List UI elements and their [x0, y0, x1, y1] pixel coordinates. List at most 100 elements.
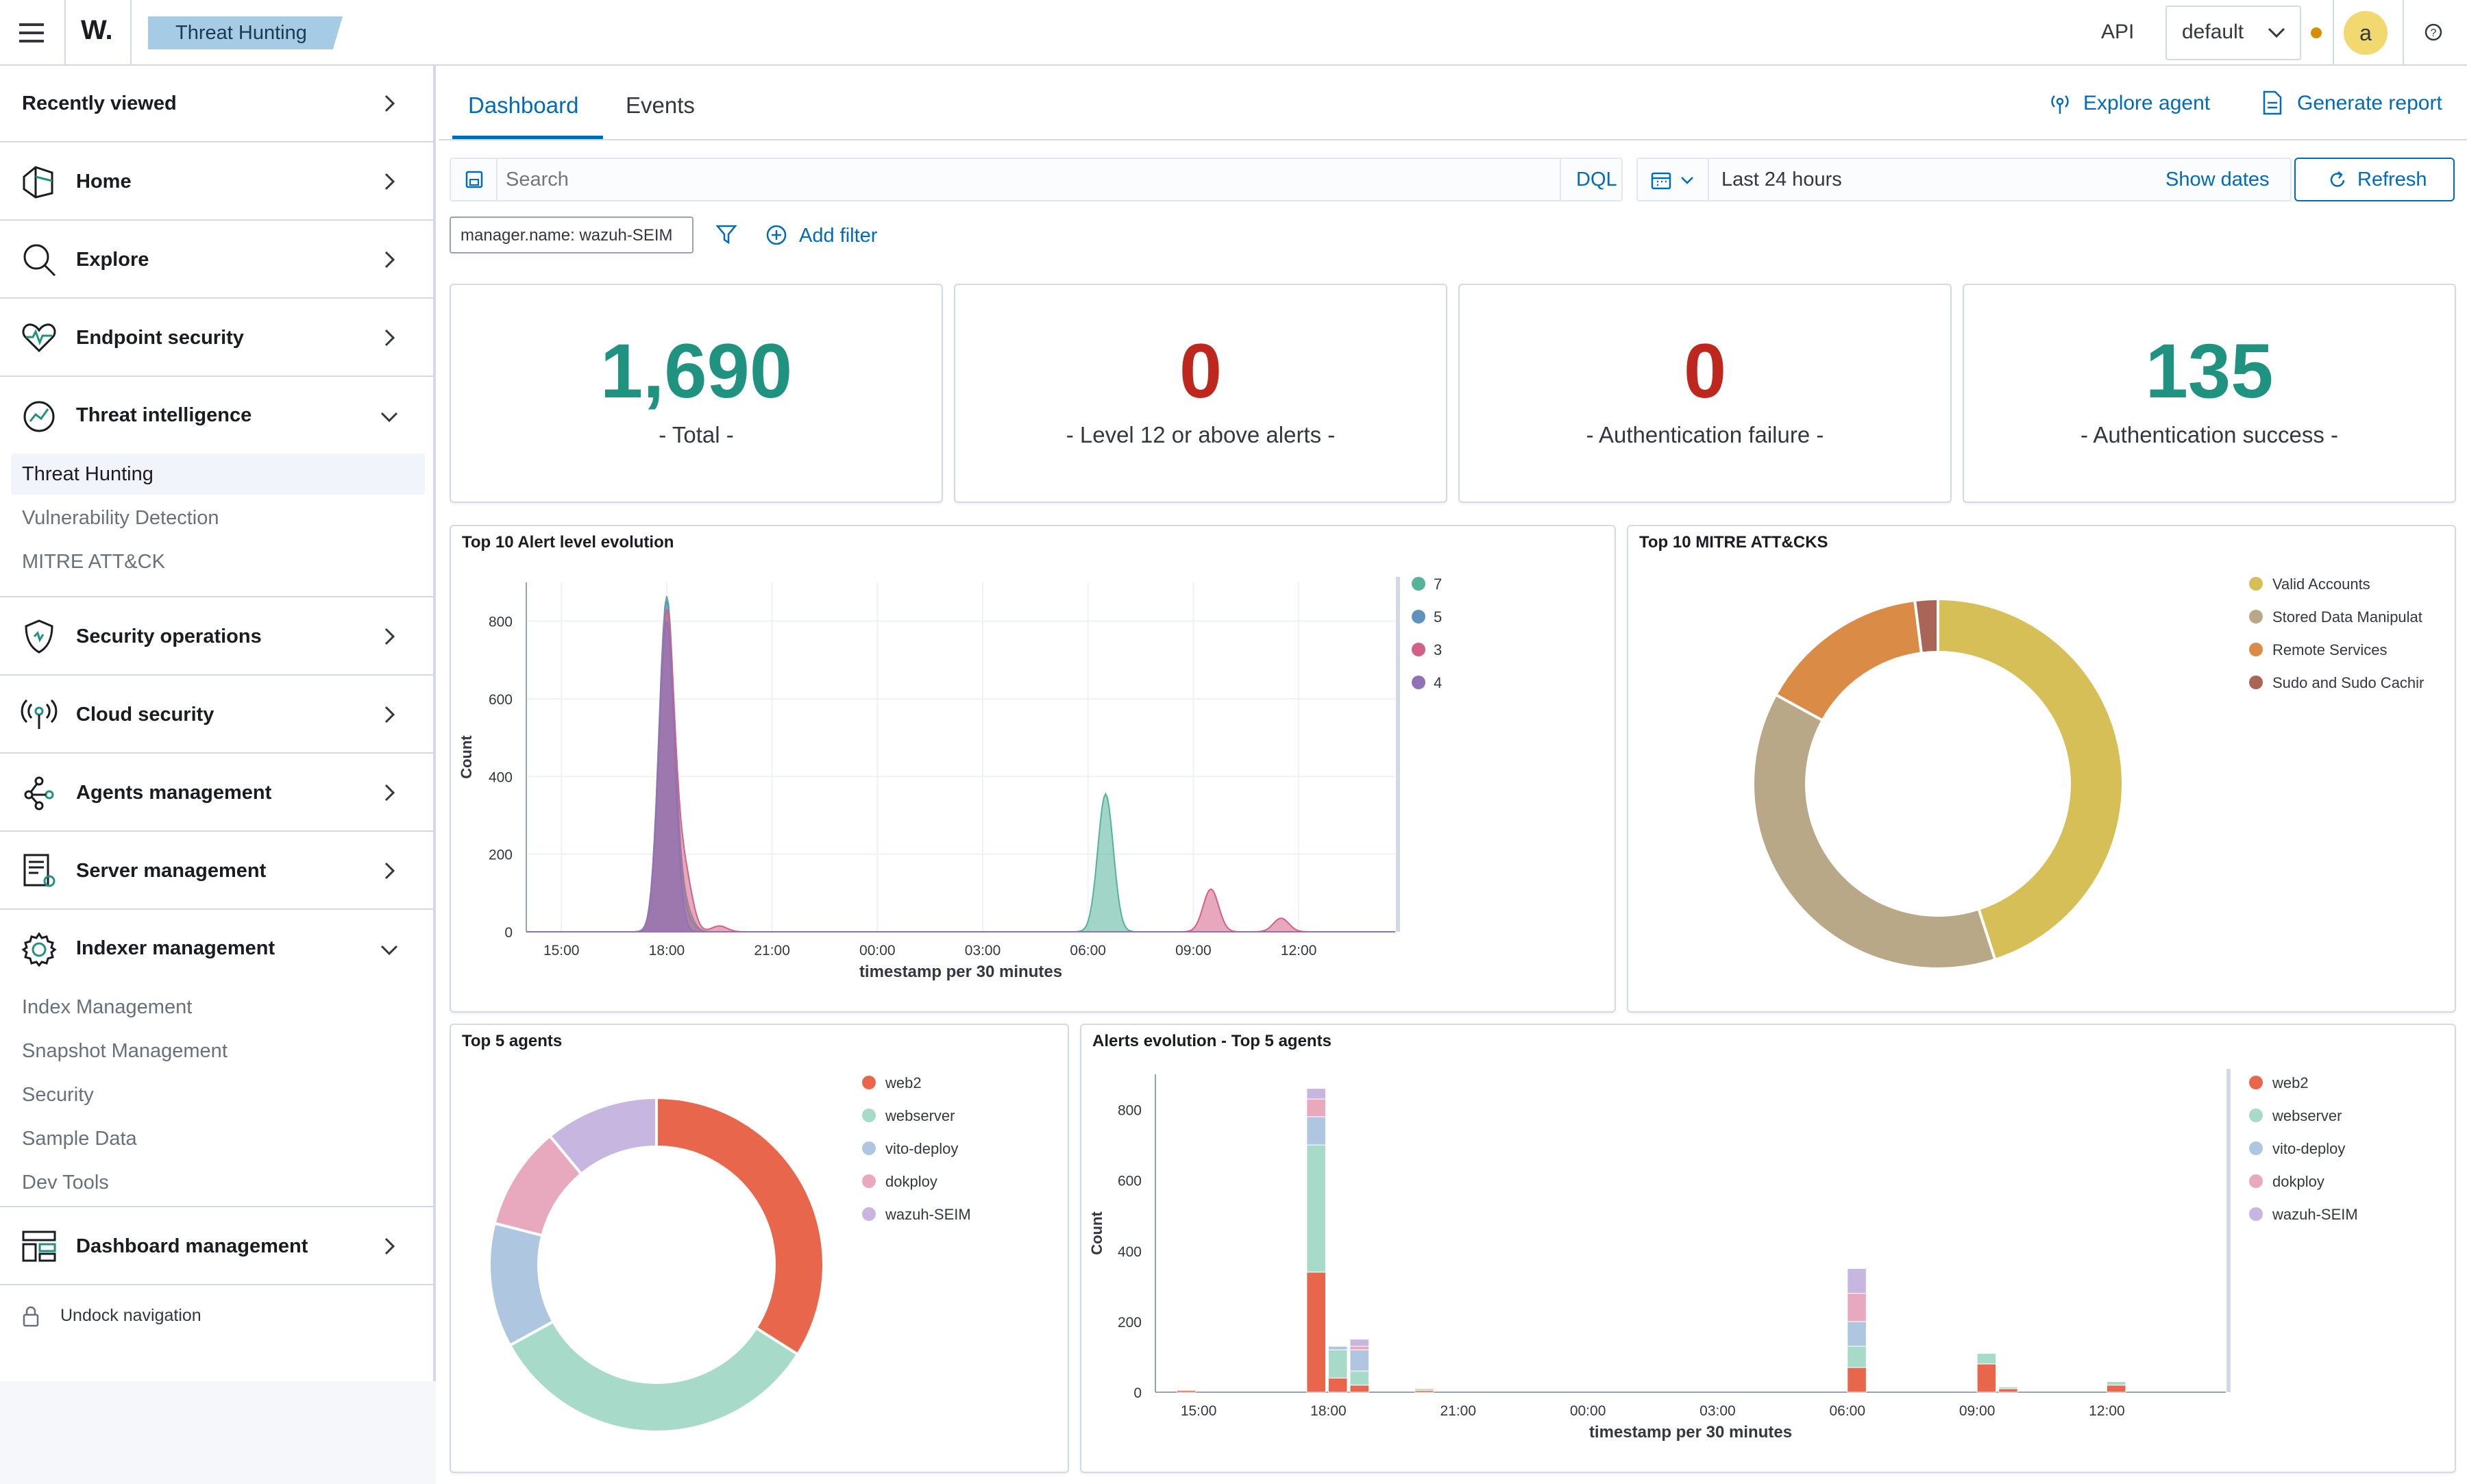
bar-segment-web2 — [1349, 1385, 1370, 1393]
legend-label: 5 — [1434, 608, 1442, 626]
saved-query-button[interactable] — [451, 159, 498, 200]
x-axis-title: timestamp per 30 minutes — [859, 963, 1062, 981]
x-tick-label: 18:00 — [1310, 1403, 1347, 1419]
legend-swatch — [1412, 643, 1425, 656]
time-range-label[interactable]: Last 24 hours — [1721, 169, 1842, 190]
search-input[interactable] — [506, 164, 1314, 195]
subnav-threat-hunting[interactable]: Threat Hunting — [22, 463, 154, 485]
metric-value: 1,690 — [600, 328, 793, 414]
bar-segment-dokploy — [1306, 1098, 1326, 1117]
panel-alerts-evolution-agents: Alerts evolution - Top 5 agents 0 200 400 6… — [1080, 1024, 2456, 1473]
sidebar-item-cloud-security[interactable]: Cloud security — [0, 677, 433, 754]
metric-label: - Authentication failure - — [1586, 422, 1824, 447]
x-tick-label: 09:00 — [1175, 943, 1212, 959]
legend-label: web2 — [885, 1074, 922, 1091]
y-tick-label: 0 — [1133, 1385, 1142, 1401]
metric-label: - Authentication success - — [2080, 422, 2339, 447]
sidebar-item-label: Endpoint security — [76, 326, 244, 349]
bar-segment-dokploy — [1847, 1293, 1867, 1322]
wazuh-logo[interactable]: W. — [81, 15, 113, 45]
x-tick-label: 21:00 — [754, 943, 790, 959]
generate-report-label: Generate report — [2297, 92, 2442, 114]
x-tick-label: 00:00 — [859, 943, 896, 959]
subnav-vulnerability-detection[interactable]: Vulnerability Detection — [22, 507, 219, 529]
subnav-security[interactable]: Security — [22, 1084, 94, 1106]
bar-segment-wazuh-SEIM — [1306, 1088, 1326, 1100]
tenant-select[interactable]: default — [2165, 5, 2301, 60]
legend-swatch — [2249, 1207, 2263, 1221]
legend-swatch — [862, 1174, 876, 1188]
gear-icon — [21, 932, 57, 967]
top-header: W. Threat Hunting API default a ? — [0, 0, 2467, 66]
legend-label: webserver — [885, 1107, 955, 1124]
sidebar-item-label: Cloud security — [76, 703, 214, 726]
filter-pill[interactable]: manager.name: wazuh-SEIM — [450, 217, 694, 253]
sidebar-item-agents-management[interactable]: Agents management — [0, 755, 433, 832]
subnav-sample-data[interactable]: Sample Data — [22, 1128, 137, 1150]
tab-dashboard[interactable]: Dashboard — [468, 92, 579, 118]
document-icon — [2263, 90, 2282, 115]
bar-segment-vito-deploy — [1847, 1321, 1867, 1347]
dql-toggle[interactable]: DQL — [1576, 169, 1617, 190]
heartbeat-icon — [22, 323, 56, 353]
chevron-right-icon — [384, 862, 395, 880]
metric-value: 0 — [1683, 328, 1727, 414]
legend-swatch — [2249, 577, 2263, 591]
api-link[interactable]: API — [2101, 21, 2135, 43]
refresh-button[interactable]: Refresh — [2294, 158, 2455, 201]
legend-swatch — [2249, 1109, 2263, 1122]
legend-label: 4 — [1434, 674, 1442, 691]
show-dates-link[interactable]: Show dates — [2165, 169, 2270, 190]
y-tick-label: 600 — [1118, 1174, 1142, 1189]
sidebar-footer-space — [0, 1381, 436, 1484]
donut-slice-valid-accounts — [1937, 597, 2124, 962]
menu-icon[interactable] — [19, 23, 44, 42]
legend-label: Sudo and Sudo Cachir — [2272, 674, 2424, 691]
y-tick-label: 800 — [1118, 1103, 1142, 1119]
chevron-right-icon — [384, 1237, 395, 1255]
undock-navigation[interactable]: Undock navigation — [0, 1287, 433, 1343]
y-axis-title: Count — [1088, 1211, 1105, 1255]
sidebar-recently-viewed[interactable]: Recently viewed — [0, 66, 433, 143]
legend-swatch — [2249, 676, 2263, 689]
bar-segment-vito-deploy — [1306, 1116, 1326, 1146]
sidebar-item-server-management[interactable]: Server management — [0, 833, 433, 910]
subnav-mitre-attack[interactable]: MITRE ATT&CK — [22, 551, 165, 573]
subnav-snapshot-management[interactable]: Snapshot Management — [22, 1040, 228, 1062]
breadcrumb[interactable]: Threat Hunting — [148, 16, 343, 49]
subnav-index-management[interactable]: Index Management — [22, 996, 193, 1018]
sidebar-item-endpoint-security[interactable]: Endpoint security — [0, 300, 433, 377]
donut-slice-wazuh-seim — [548, 1096, 658, 1176]
sidebar-item-security-operations[interactable]: Security operations — [0, 599, 433, 676]
chevron-down-icon — [2268, 27, 2285, 38]
area-series-4 — [526, 621, 1395, 932]
filter-icon[interactable] — [715, 223, 737, 245]
x-tick-label: 00:00 — [1570, 1403, 1606, 1419]
x-tick-label: 15:00 — [543, 943, 580, 959]
chevron-down-icon — [380, 945, 398, 956]
tab-events[interactable]: Events — [626, 92, 695, 118]
recently-viewed-label: Recently viewed — [22, 92, 177, 114]
metric-label: - Level 12 or above alerts - — [1066, 422, 1336, 447]
subnav-dev-tools[interactable]: Dev Tools — [22, 1172, 109, 1194]
sidebar-item-threat-intelligence[interactable]: Threat intelligence Threat Hunting Vulne… — [0, 378, 433, 597]
x-tick-label: 03:00 — [965, 943, 1001, 959]
sidebar-item-home[interactable]: Home — [0, 144, 433, 221]
x-tick-label: 03:00 — [1699, 1403, 1736, 1419]
sidebar-item-dashboard-management[interactable]: Dashboard management — [0, 1209, 433, 1285]
avatar[interactable]: a — [2344, 11, 2388, 55]
active-tab-indicator — [452, 136, 603, 139]
x-tick-label: 15:00 — [1181, 1403, 1217, 1419]
quick-select-button[interactable] — [1638, 159, 1709, 200]
top-agents-donut-chart: web2 webserver vito-deploy dokploy wazuh-SEI… — [488, 1074, 971, 1433]
metric-value: 0 — [1179, 328, 1223, 414]
sidebar-item-explore[interactable]: Explore — [0, 222, 433, 299]
metric-value: 135 — [2145, 328, 2274, 414]
bar-segment-web2 — [1847, 1367, 1867, 1393]
help-icon[interactable]: ? — [2423, 22, 2444, 42]
sidebar-item-label: Explore — [76, 248, 149, 271]
undock-label: Undock navigation — [60, 1306, 201, 1325]
sidebar-item-indexer-management[interactable]: Indexer management Index Management Snap… — [0, 911, 433, 1207]
legend-label: wazuh-SEIM — [885, 1206, 971, 1223]
filter-pill-label: manager.name: wazuh-SEIM — [461, 226, 673, 245]
